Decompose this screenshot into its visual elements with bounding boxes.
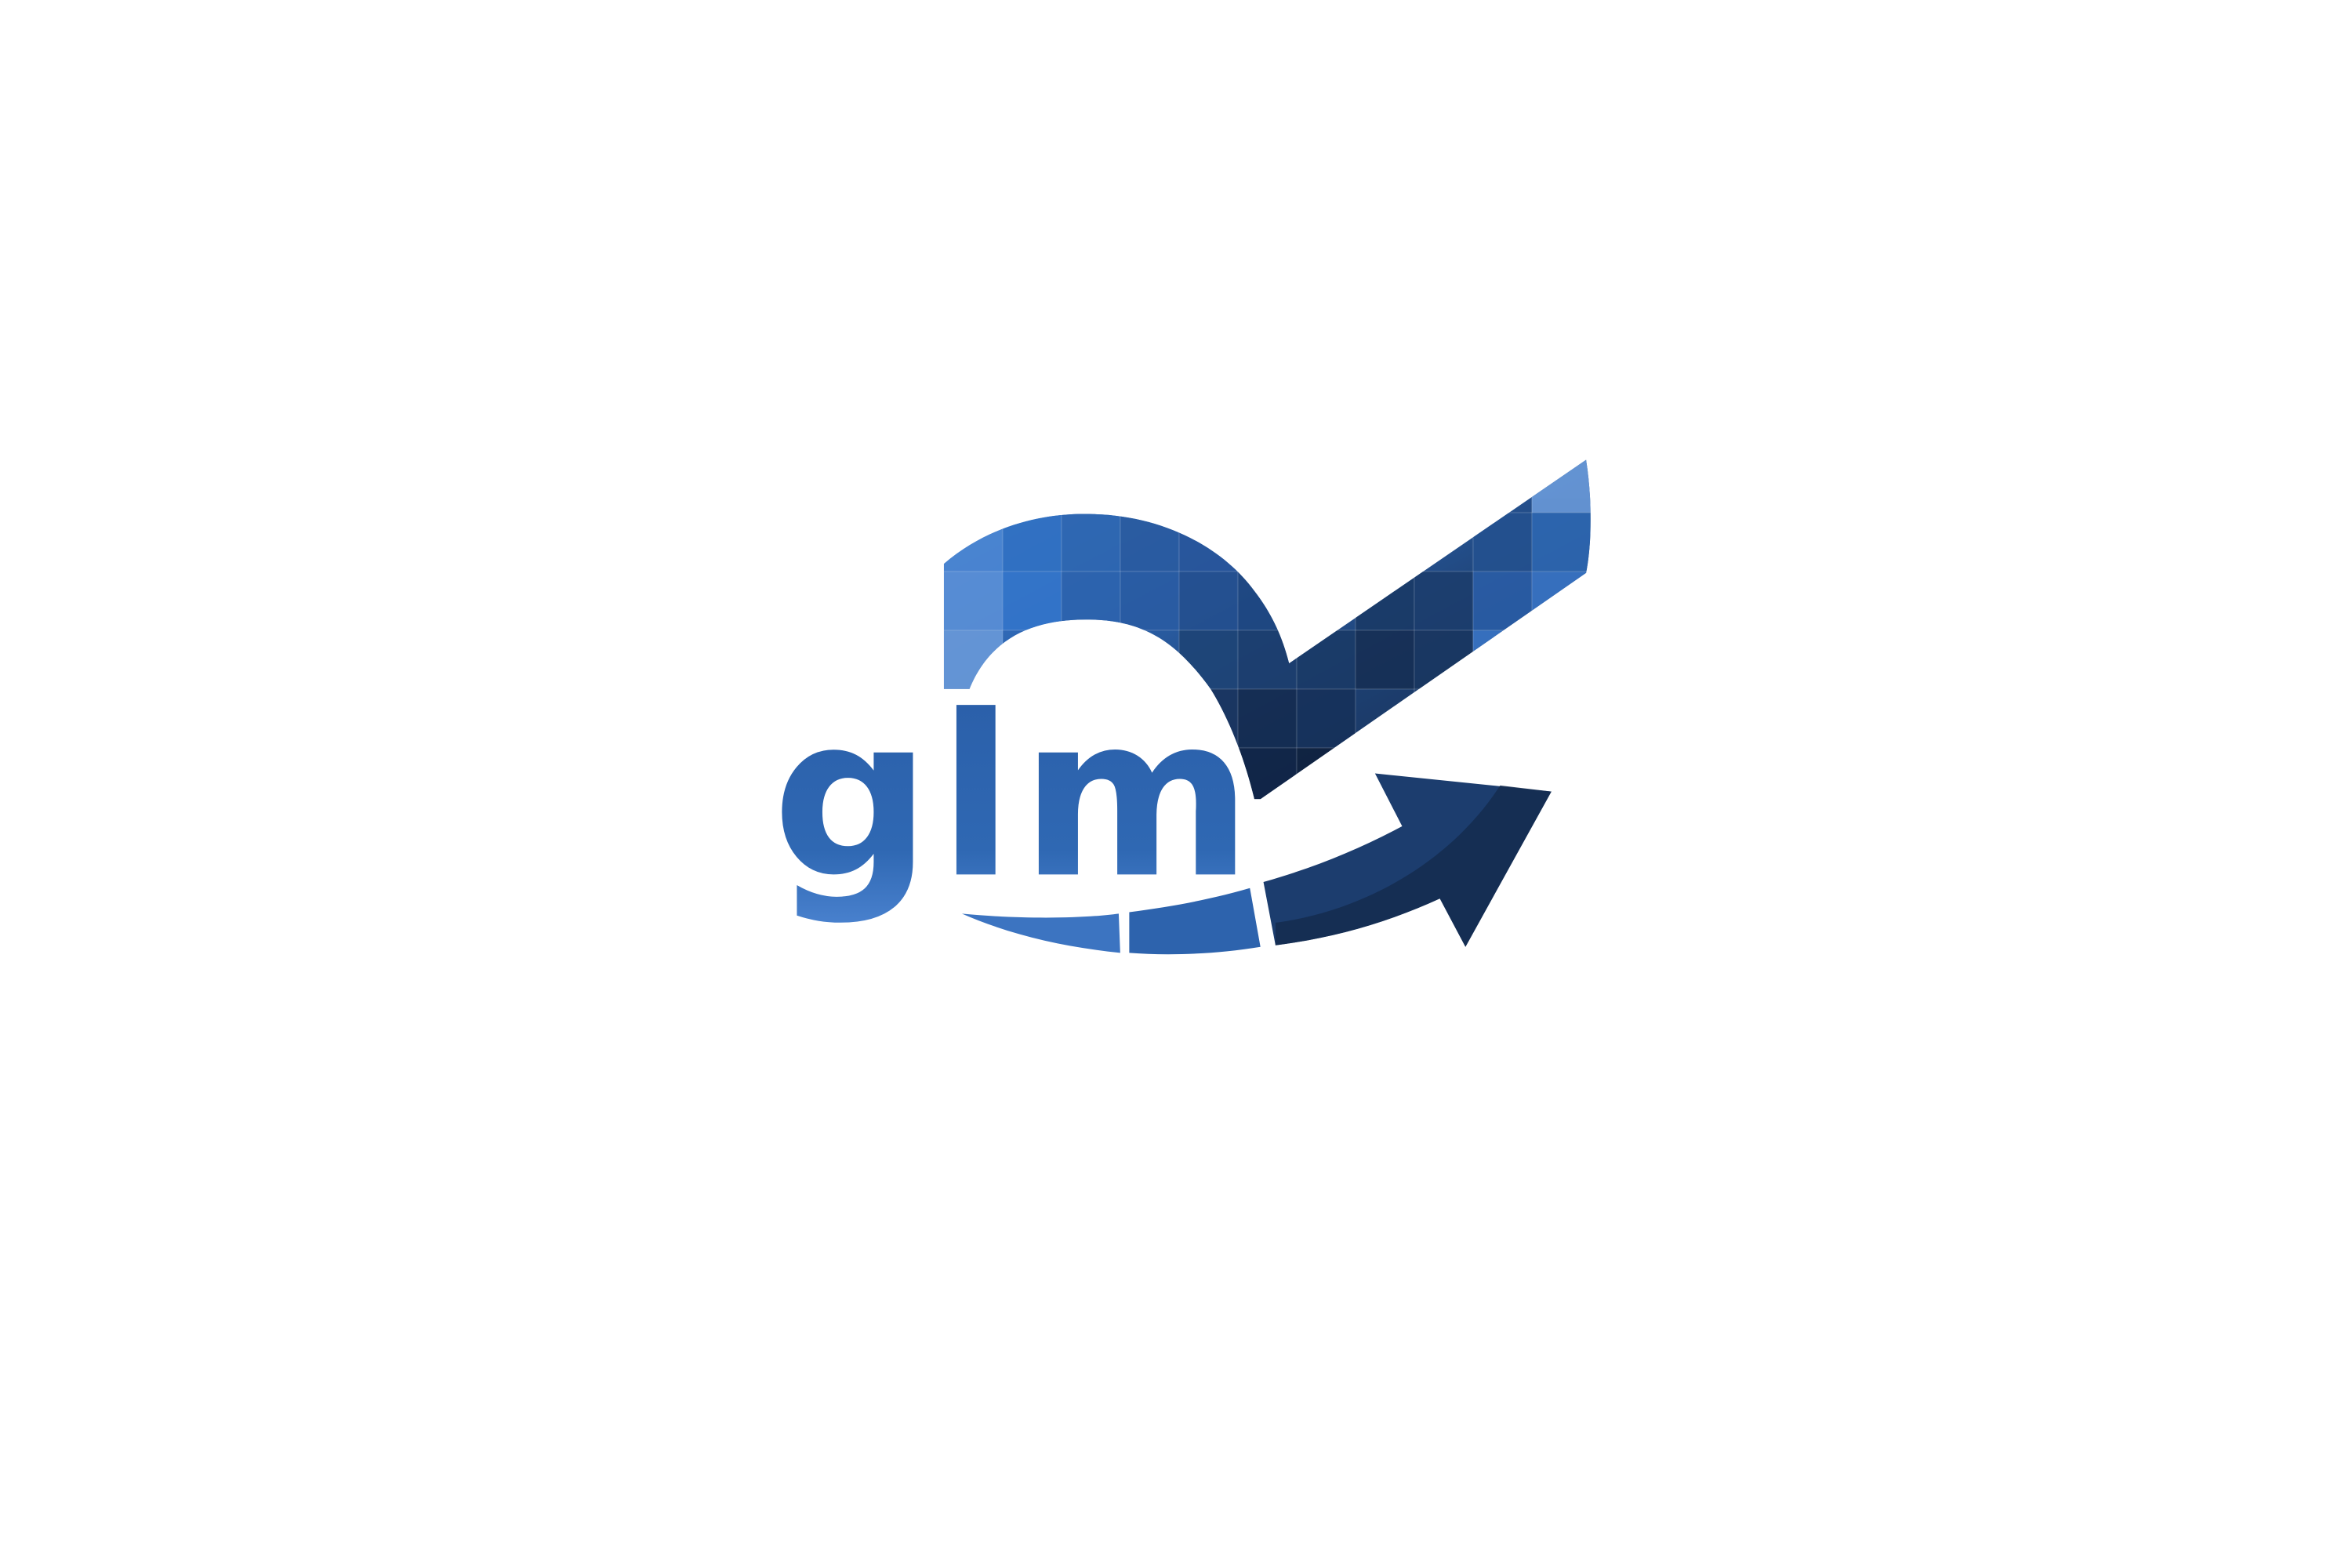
swoosh-arrow (961, 773, 1552, 955)
glm-wordmark: glm (772, 668, 1259, 927)
logo-text: glm (772, 668, 1259, 927)
